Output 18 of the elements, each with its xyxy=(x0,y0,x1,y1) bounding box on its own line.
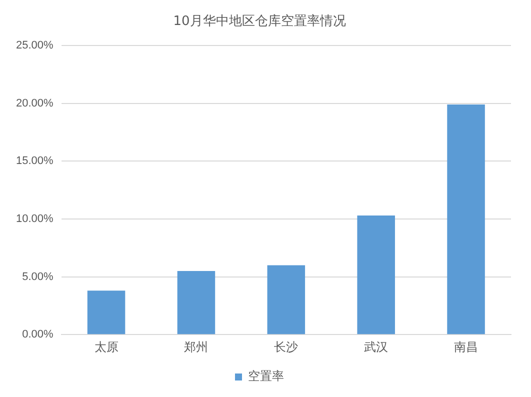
legend-label: 空置率 xyxy=(248,369,284,384)
y-tick-label: 0.00% xyxy=(22,328,54,341)
x-tick-label: 南昌 xyxy=(454,340,478,354)
y-tick-label: 15.00% xyxy=(16,155,54,168)
bar xyxy=(177,271,216,334)
bar xyxy=(87,290,126,334)
x-tick-label: 长沙 xyxy=(274,340,298,354)
y-tick-label: 25.00% xyxy=(16,40,54,52)
y-tick-label: 20.00% xyxy=(16,97,54,110)
x-tick-label: 武汉 xyxy=(364,340,388,354)
bar xyxy=(447,104,485,334)
x-tick-label: 郑州 xyxy=(184,340,208,354)
y-tick-label: 10.00% xyxy=(16,213,54,226)
x-tick-label: 太原 xyxy=(94,340,118,354)
bar xyxy=(267,265,306,334)
chart-title: 10月华中地区仓库空置率情况 xyxy=(173,13,346,30)
bar xyxy=(357,216,395,334)
y-tick-label: 5.00% xyxy=(22,270,54,283)
